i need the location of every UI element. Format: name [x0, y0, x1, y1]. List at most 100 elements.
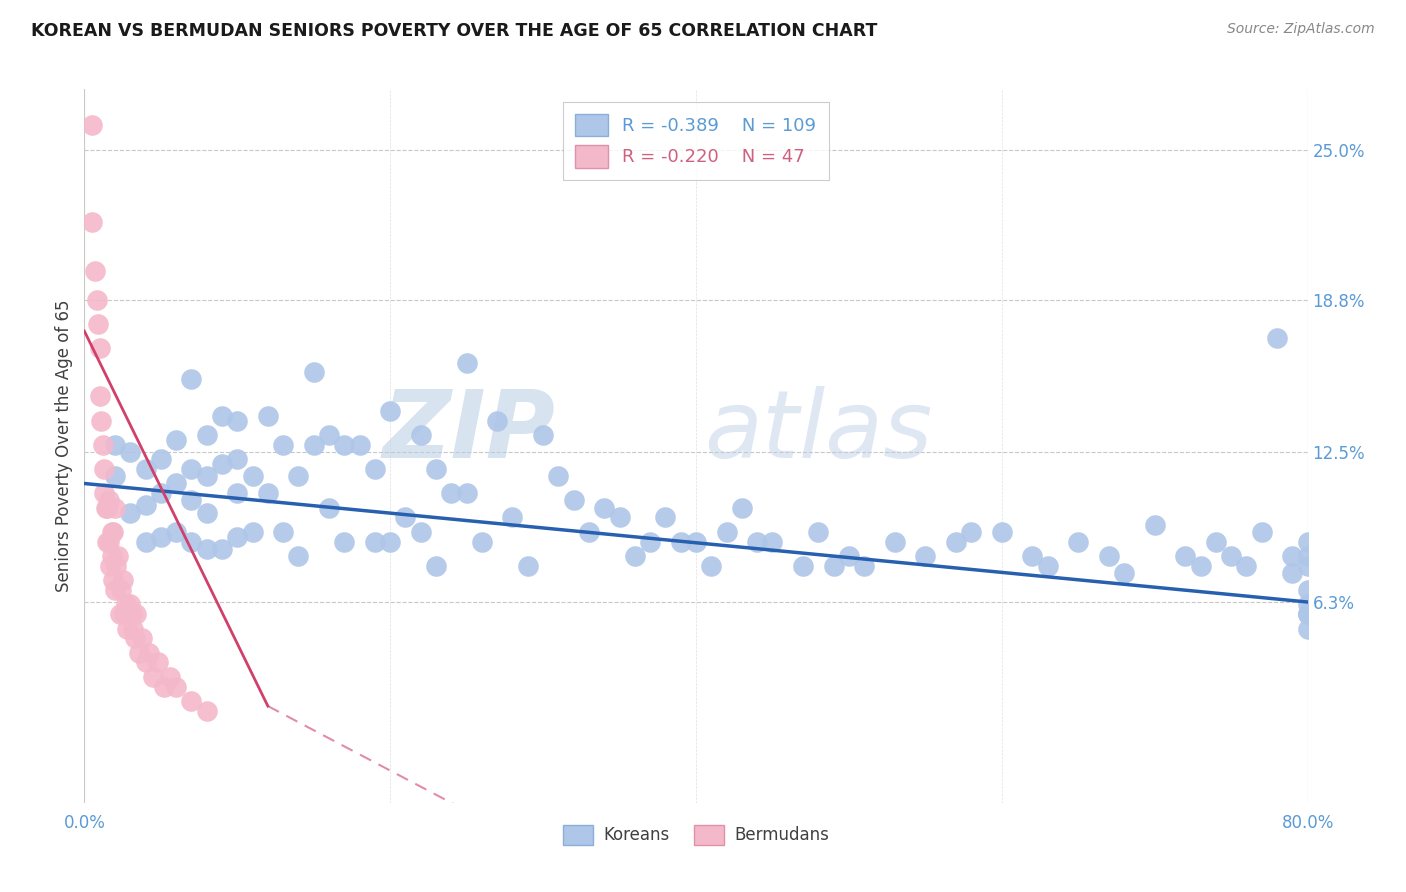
Point — [138, 646, 160, 660]
Point — [135, 462, 157, 476]
Point — [257, 409, 280, 423]
Point — [142, 670, 165, 684]
Point — [93, 486, 115, 500]
Point — [349, 438, 371, 452]
Point — [131, 632, 153, 646]
Point — [108, 607, 131, 621]
Point — [456, 355, 478, 369]
Point — [731, 500, 754, 515]
Point — [991, 524, 1014, 539]
Point — [180, 493, 202, 508]
Point — [84, 263, 107, 277]
Point — [91, 438, 114, 452]
Point — [180, 534, 202, 549]
Point — [792, 558, 814, 573]
Point — [242, 524, 264, 539]
Y-axis label: Seniors Poverty Over the Age of 65: Seniors Poverty Over the Age of 65 — [55, 300, 73, 592]
Point — [271, 438, 294, 452]
Point — [1296, 622, 1319, 636]
Point — [226, 414, 249, 428]
Point — [409, 428, 432, 442]
Point — [333, 438, 356, 452]
Point — [364, 534, 387, 549]
Point — [547, 469, 569, 483]
Point — [364, 462, 387, 476]
Point — [1281, 549, 1303, 563]
Point — [89, 389, 111, 403]
Point — [180, 694, 202, 708]
Point — [654, 510, 676, 524]
Point — [165, 680, 187, 694]
Point — [1067, 534, 1090, 549]
Point — [128, 646, 150, 660]
Point — [1296, 607, 1319, 621]
Point — [89, 341, 111, 355]
Point — [226, 452, 249, 467]
Point — [226, 486, 249, 500]
Point — [112, 607, 135, 621]
Point — [700, 558, 723, 573]
Point — [153, 680, 176, 694]
Point — [101, 549, 124, 563]
Point — [271, 524, 294, 539]
Point — [135, 656, 157, 670]
Point — [104, 438, 127, 452]
Point — [914, 549, 936, 563]
Point — [120, 598, 142, 612]
Point — [624, 549, 647, 563]
Point — [302, 365, 325, 379]
Point — [502, 510, 524, 524]
Point — [945, 534, 967, 549]
Point — [96, 500, 118, 515]
Point — [103, 574, 125, 588]
Point — [531, 428, 554, 442]
Point — [111, 574, 134, 588]
Point — [960, 524, 983, 539]
Point — [80, 119, 103, 133]
Point — [195, 704, 218, 718]
Point — [165, 524, 187, 539]
Point — [1143, 517, 1166, 532]
Point — [122, 622, 145, 636]
Point — [685, 534, 707, 549]
Point — [747, 534, 769, 549]
Point — [1281, 566, 1303, 580]
Point — [226, 530, 249, 544]
Point — [165, 476, 187, 491]
Point — [333, 534, 356, 549]
Point — [1098, 549, 1121, 563]
Point — [120, 445, 142, 459]
Point — [146, 656, 169, 670]
Point — [1174, 549, 1197, 563]
Point — [87, 317, 110, 331]
Point — [287, 549, 309, 563]
Point — [93, 462, 115, 476]
Point — [125, 607, 148, 621]
Point — [115, 622, 138, 636]
Point — [211, 457, 233, 471]
Point — [1236, 558, 1258, 573]
Point — [159, 670, 181, 684]
Point — [97, 534, 120, 549]
Point — [114, 598, 136, 612]
Point — [110, 582, 132, 597]
Point — [211, 409, 233, 423]
Point — [103, 524, 125, 539]
Point — [195, 428, 218, 442]
Point — [1036, 558, 1059, 573]
Point — [1296, 549, 1319, 563]
Point — [1021, 549, 1043, 563]
Point — [135, 534, 157, 549]
Point — [104, 582, 127, 597]
Point — [1220, 549, 1243, 563]
Text: Source: ZipAtlas.com: Source: ZipAtlas.com — [1227, 22, 1375, 37]
Point — [80, 215, 103, 229]
Point — [149, 486, 172, 500]
Point — [318, 500, 340, 515]
Point — [1265, 331, 1288, 345]
Point — [440, 486, 463, 500]
Point — [638, 534, 661, 549]
Point — [104, 500, 127, 515]
Point — [562, 493, 585, 508]
Point — [394, 510, 416, 524]
